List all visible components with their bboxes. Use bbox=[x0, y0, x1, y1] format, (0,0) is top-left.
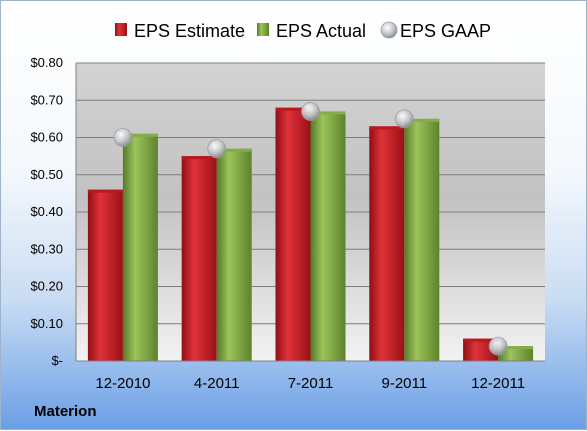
y-tick-label: $0.30 bbox=[30, 241, 63, 256]
bar-eps-estimate-top bbox=[181, 156, 217, 160]
bar-eps-actual-top bbox=[122, 133, 158, 137]
legend-swatch bbox=[257, 23, 269, 36]
legend-swatch bbox=[115, 23, 127, 36]
bar-eps-actual bbox=[310, 111, 346, 361]
y-tick-label: $0.40 bbox=[30, 204, 63, 219]
bar-eps-estimate-top bbox=[275, 107, 311, 111]
x-tick-label: 9-2011 bbox=[382, 375, 428, 392]
marker-eps-gaap bbox=[394, 109, 414, 129]
marker-eps-gaap bbox=[113, 128, 133, 147]
company-name: Materion bbox=[34, 403, 97, 420]
x-tick-label: 12-2010 bbox=[95, 375, 150, 392]
bar-eps-actual bbox=[404, 118, 440, 361]
bar-eps-estimate-top bbox=[87, 189, 123, 193]
y-tick-label: $0.20 bbox=[30, 279, 63, 294]
x-tick-label: 7-2011 bbox=[288, 375, 334, 392]
bar-eps-estimate bbox=[181, 156, 217, 361]
bar-eps-actual bbox=[216, 148, 252, 361]
y-tick-label: $0.80 bbox=[30, 55, 63, 70]
bar-eps-estimate-top bbox=[463, 338, 499, 342]
bar-eps-actual-top bbox=[498, 346, 534, 350]
y-tick-label: $0.10 bbox=[30, 316, 63, 331]
bar-eps-estimate-top bbox=[369, 126, 405, 130]
bar-eps-estimate bbox=[275, 107, 311, 361]
legend-label: EPS GAAP bbox=[400, 21, 491, 41]
y-tick-label: $0.60 bbox=[30, 130, 63, 145]
legend-label: EPS Estimate bbox=[134, 21, 245, 41]
marker-eps-gaap bbox=[488, 336, 508, 356]
bar-eps-estimate bbox=[87, 189, 123, 361]
bar-eps-actual-top bbox=[216, 148, 252, 152]
legend-swatch bbox=[380, 21, 398, 39]
x-tick-label: 12-2011 bbox=[471, 375, 525, 392]
marker-eps-gaap bbox=[207, 139, 227, 159]
x-tick-label: 4-2011 bbox=[194, 375, 240, 392]
y-tick-label: $0.70 bbox=[30, 92, 63, 107]
y-tick-label: $- bbox=[51, 353, 63, 368]
bar-eps-estimate bbox=[369, 126, 405, 361]
y-tick-label: $0.50 bbox=[30, 167, 63, 182]
bar-eps-actual-top bbox=[404, 118, 440, 122]
bar-eps-actual-top bbox=[310, 111, 346, 115]
bar-eps-actual bbox=[498, 346, 534, 361]
marker-eps-gaap bbox=[301, 102, 320, 121]
bar-eps-actual bbox=[122, 133, 158, 361]
legend-label: EPS Actual bbox=[276, 21, 366, 41]
